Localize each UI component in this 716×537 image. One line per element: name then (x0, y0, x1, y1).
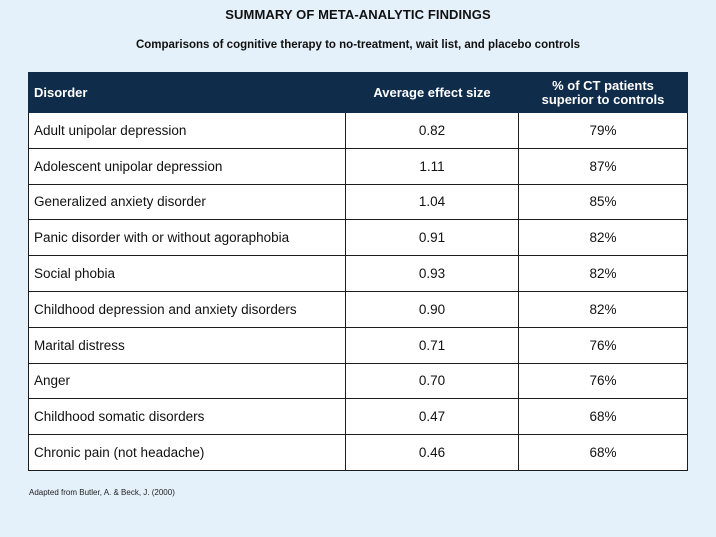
disorder-cell: Childhood depression and anxiety disorde… (28, 290, 346, 328)
effect-size-cell: 0.71 (345, 326, 519, 364)
superior-cell: 76% (518, 326, 688, 364)
superior-cell: 85% (518, 183, 688, 221)
disorder-cell: Social phobia (28, 255, 346, 292)
table-row: Marital distress 0.71 76% (28, 326, 688, 364)
effect-size-cell: 0.93 (345, 255, 519, 292)
effect-size-cell: 0.47 (345, 398, 519, 436)
header-superior-line1: % of CT patients (552, 77, 654, 93)
disorder-cell: Adolescent unipolar depression (28, 147, 346, 185)
page-title: SUMMARY OF META-ANALYTIC FINDINGS (225, 7, 491, 22)
superior-cell: 79% (518, 112, 688, 149)
superior-cell: 76% (518, 362, 688, 400)
effect-size-cell: 0.91 (345, 219, 519, 257)
findings-table: Disorder Average effect size % of CT pat… (28, 72, 688, 471)
disorder-cell: Panic disorder with or without agoraphob… (28, 219, 346, 257)
table-row: Anger 0.70 76% (28, 362, 688, 400)
disorder-cell: Chronic pain (not headache) (28, 434, 346, 471)
header-effect-size: Average effect size (345, 72, 519, 113)
table-row: Chronic pain (not headache) 0.46 68% (28, 434, 688, 471)
table-row: Panic disorder with or without agoraphob… (28, 219, 688, 257)
table-header-row: Disorder Average effect size % of CT pat… (28, 72, 688, 113)
table-row: Adolescent unipolar depression 1.11 87% (28, 147, 688, 185)
superior-cell: 68% (518, 398, 688, 436)
table-row: Generalized anxiety disorder 1.04 85% (28, 183, 688, 221)
disorder-cell: Marital distress (28, 326, 346, 364)
effect-size-cell: 0.82 (345, 112, 519, 149)
superior-cell: 82% (518, 219, 688, 257)
effect-size-cell: 0.70 (345, 362, 519, 400)
effect-size-cell: 1.04 (345, 183, 519, 221)
header-disorder: Disorder (28, 72, 346, 113)
disorder-cell: Childhood somatic disorders (28, 398, 346, 436)
superior-cell: 82% (518, 290, 688, 328)
table-row: Social phobia 0.93 82% (28, 255, 688, 292)
effect-size-cell: 0.46 (345, 434, 519, 471)
effect-size-cell: 1.11 (345, 147, 519, 185)
superior-cell: 68% (518, 434, 688, 471)
table-row: Childhood somatic disorders 0.47 68% (28, 398, 688, 436)
effect-size-cell: 0.90 (345, 290, 519, 328)
superior-cell: 87% (518, 147, 688, 185)
disorder-cell: Adult unipolar depression (28, 112, 346, 149)
superior-cell: 82% (518, 255, 688, 292)
header-superior-line2: superior to controls (541, 91, 665, 107)
disorder-cell: Anger (28, 362, 346, 400)
source-footnote: Adapted from Butler, A. & Beck, J. (2000… (29, 488, 175, 497)
disorder-cell: Generalized anxiety disorder (28, 183, 346, 221)
page-subtitle: Comparisons of cognitive therapy to no-t… (135, 39, 581, 51)
header-superior: % of CT patients superior to controls (518, 72, 688, 113)
table-row: Childhood depression and anxiety disorde… (28, 290, 688, 328)
table-row: Adult unipolar depression 0.82 79% (28, 112, 688, 149)
